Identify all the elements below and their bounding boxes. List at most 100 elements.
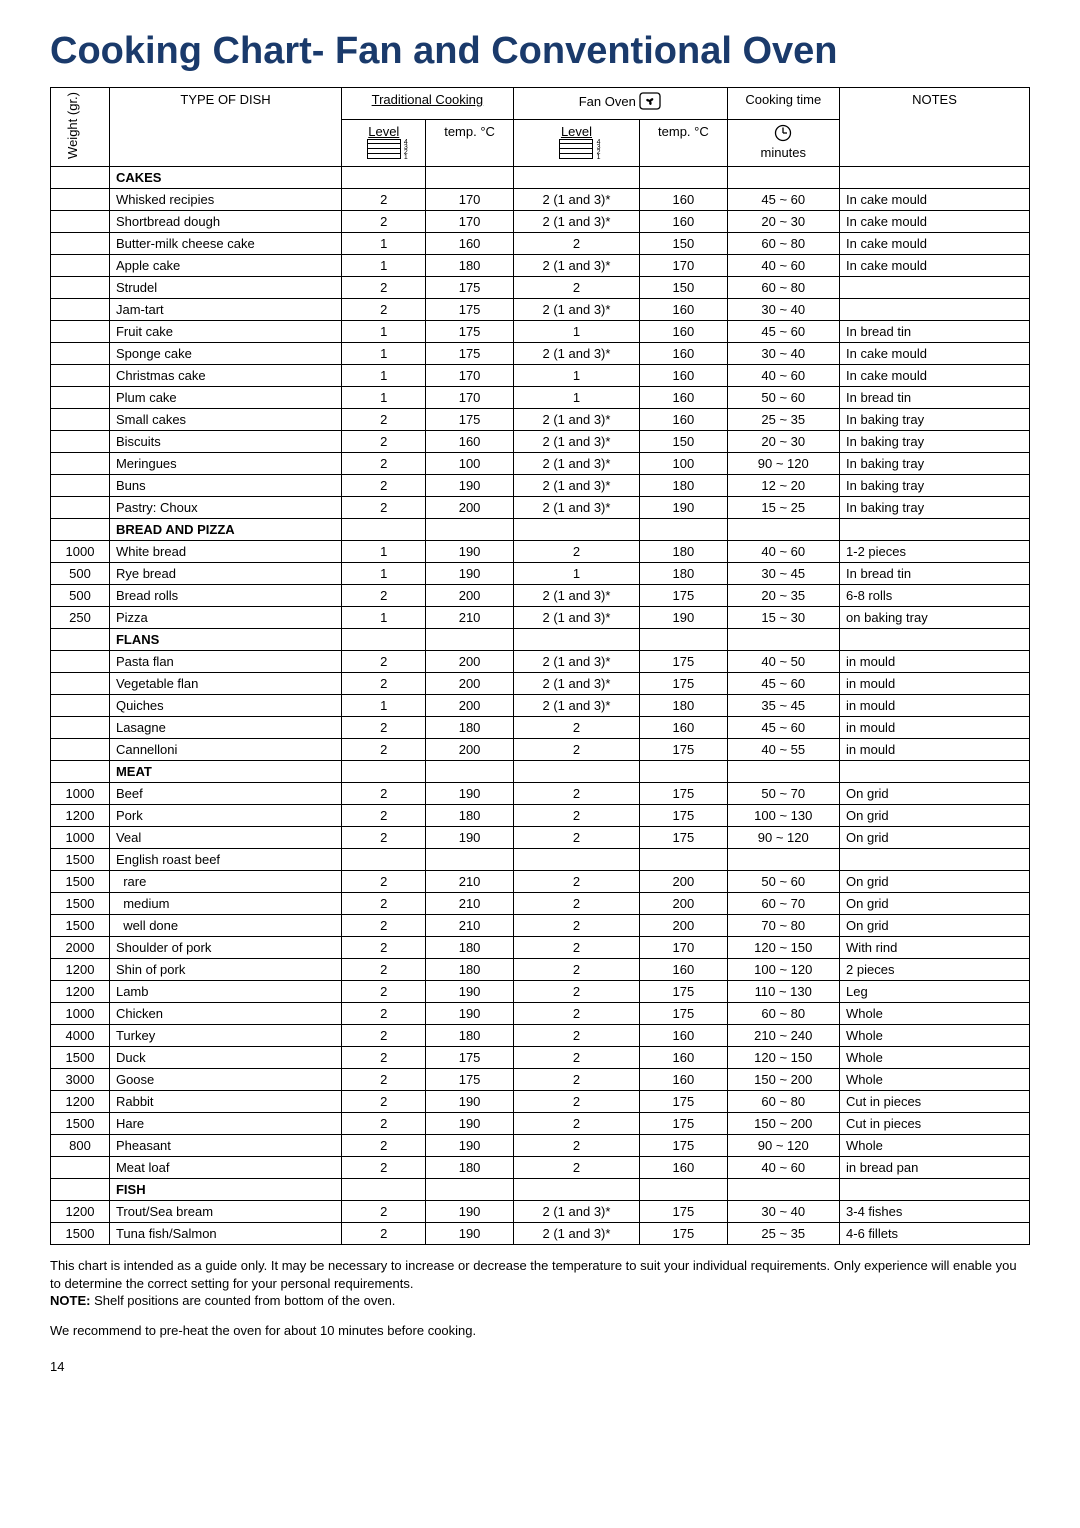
cell-fan-temp: 190 [640, 496, 727, 518]
cell-notes: On grid [840, 804, 1030, 826]
cell-notes: in mould [840, 738, 1030, 760]
cell-fan-level: 2 (1 and 3)* [513, 188, 640, 210]
cell-notes: In baking tray [840, 408, 1030, 430]
header-minutes: minutes [727, 119, 840, 166]
header-cooking-time: Cooking time [727, 88, 840, 120]
cell-fan-level: 2 [513, 870, 640, 892]
cell-fan-level: 2 [513, 936, 640, 958]
cell-trad-level: 2 [342, 584, 426, 606]
cell-cook-time: 90 ~ 120 [727, 1134, 840, 1156]
cell-cook-time: 30 ~ 45 [727, 562, 840, 584]
table-row: Small cakes21752 (1 and 3)*16025 ~ 35In … [51, 408, 1030, 430]
cell-notes: In bread tin [840, 386, 1030, 408]
table-row: 4000Turkey21802160210 ~ 240Whole [51, 1024, 1030, 1046]
cell-notes: In cake mould [840, 232, 1030, 254]
cell-dish: Strudel [109, 276, 341, 298]
cell-dish: Pork [109, 804, 341, 826]
cell-fan-temp: 150 [640, 232, 727, 254]
cell-cook-time: 60 ~ 70 [727, 892, 840, 914]
cell-fan-temp: 160 [640, 408, 727, 430]
cell-fan-level: 2 [513, 276, 640, 298]
cell-notes: In baking tray [840, 496, 1030, 518]
cell-trad-temp: 190 [426, 1090, 513, 1112]
footer-para-1: This chart is intended as a guide only. … [50, 1257, 1030, 1310]
cell-fan-level: 2 [513, 232, 640, 254]
cell-fan-level: 2 (1 and 3)* [513, 474, 640, 496]
cell-cook-time: 40 ~ 55 [727, 738, 840, 760]
cell-fan-temp: 190 [640, 606, 727, 628]
cell-cook-time: 60 ~ 80 [727, 1002, 840, 1024]
cell-fan-temp: 175 [640, 980, 727, 1002]
cell-fan-temp: 175 [640, 650, 727, 672]
cell-notes: In bread tin [840, 562, 1030, 584]
cell-notes: on baking tray [840, 606, 1030, 628]
cell-trad-temp: 190 [426, 980, 513, 1002]
cell-trad-temp: 175 [426, 1046, 513, 1068]
cell-cook-time: 45 ~ 60 [727, 716, 840, 738]
cell-notes: in mould [840, 650, 1030, 672]
table-row: 1500Tuna fish/Salmon21902 (1 and 3)*1752… [51, 1222, 1030, 1244]
cell-fan-level: 2 (1 and 3)* [513, 452, 640, 474]
cell-trad-level: 2 [342, 980, 426, 1002]
cell-trad-level: 2 [342, 496, 426, 518]
cell-cook-time: 40 ~ 60 [727, 364, 840, 386]
cell-fan-temp: 175 [640, 782, 727, 804]
cell-weight: 1500 [51, 892, 110, 914]
cell-trad-temp: 175 [426, 342, 513, 364]
cell-fan-temp: 150 [640, 276, 727, 298]
cell-weight [51, 430, 110, 452]
cell-trad-level: 2 [342, 672, 426, 694]
header-notes: NOTES [840, 88, 1030, 167]
table-row: 1000Veal2190217590 ~ 120On grid [51, 826, 1030, 848]
cell-notes [840, 848, 1030, 870]
cell-trad-level: 2 [342, 276, 426, 298]
cell-fan-temp: 175 [640, 672, 727, 694]
cell-trad-temp: 160 [426, 430, 513, 452]
header-fan-level: Level 4 3 2 1 [513, 119, 640, 166]
table-row: Fruit cake1175116045 ~ 60In bread tin [51, 320, 1030, 342]
cell-fan-temp: 160 [640, 320, 727, 342]
header-weight: Weight (gr.) [65, 92, 95, 159]
cell-fan-level: 2 [513, 826, 640, 848]
cell-weight [51, 188, 110, 210]
cell-fan-temp: 160 [640, 1068, 727, 1090]
cell-fan-level: 1 [513, 320, 640, 342]
cell-dish: Pizza [109, 606, 341, 628]
cell-cook-time: 12 ~ 20 [727, 474, 840, 496]
cell-fan-level: 2 (1 and 3)* [513, 496, 640, 518]
cell-dish: Meat loaf [109, 1156, 341, 1178]
cell-trad-temp: 180 [426, 804, 513, 826]
cell-trad-temp: 200 [426, 650, 513, 672]
cell-dish: Quiches [109, 694, 341, 716]
cell-fan-level: 2 (1 and 3)* [513, 298, 640, 320]
table-row: 800Pheasant2190217590 ~ 120Whole [51, 1134, 1030, 1156]
cell-weight [51, 1156, 110, 1178]
cell-weight [51, 738, 110, 760]
page-title: Cooking Chart- Fan and Conventional Oven [50, 30, 1030, 73]
table-row: Shortbread dough21702 (1 and 3)*16020 ~ … [51, 210, 1030, 232]
section-heading: FISH [109, 1178, 341, 1200]
cell-weight [51, 254, 110, 276]
cell-cook-time: 90 ~ 120 [727, 826, 840, 848]
header-trad-temp: temp. °C [426, 119, 513, 166]
cell-weight: 800 [51, 1134, 110, 1156]
table-row: Sponge cake11752 (1 and 3)*16030 ~ 40In … [51, 342, 1030, 364]
table-row: 500Rye bread1190118030 ~ 45In bread tin [51, 562, 1030, 584]
cell-weight: 1500 [51, 1046, 110, 1068]
cell-weight [51, 320, 110, 342]
cell-notes: In bread tin [840, 320, 1030, 342]
cell-weight [51, 672, 110, 694]
cell-trad-temp: 200 [426, 738, 513, 760]
cell-fan-level: 2 [513, 1112, 640, 1134]
cell-fan-temp: 160 [640, 188, 727, 210]
table-row: 1500Hare21902175150 ~ 200Cut in pieces [51, 1112, 1030, 1134]
table-row: Jam-tart21752 (1 and 3)*16030 ~ 40 [51, 298, 1030, 320]
cell-fan-level: 2 (1 and 3)* [513, 606, 640, 628]
cell-cook-time: 60 ~ 80 [727, 276, 840, 298]
cell-fan-level: 1 [513, 386, 640, 408]
cell-weight: 2000 [51, 936, 110, 958]
cell-dish: Sponge cake [109, 342, 341, 364]
cell-trad-level: 2 [342, 1068, 426, 1090]
cell-trad-temp: 190 [426, 1002, 513, 1024]
cell-trad-level: 2 [342, 1090, 426, 1112]
